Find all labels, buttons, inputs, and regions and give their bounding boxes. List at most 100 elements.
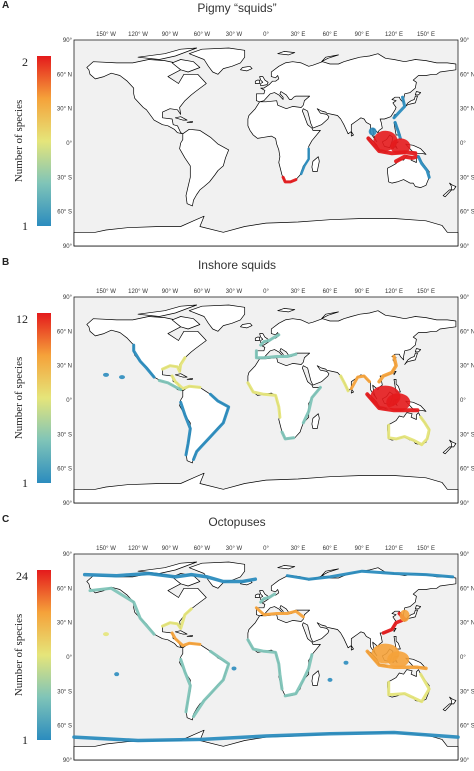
land-arctic-isles [137, 304, 198, 317]
colorbar-min-label: 1 [22, 476, 28, 490]
land-great-britain [259, 76, 269, 87]
land-cuba [174, 116, 188, 121]
longitude-label: 90° W [162, 546, 179, 552]
latitude-label-right: 60° S [460, 467, 474, 473]
longitude-label: 90° E [355, 289, 370, 295]
occurrence-patch [103, 372, 109, 377]
land-sri-lanka [350, 131, 354, 137]
species-occurrence [281, 95, 431, 184]
longitude-label: 150° W [96, 32, 116, 38]
colorbar-max-label: 12 [16, 312, 28, 326]
longitude-label: 120° E [385, 32, 403, 38]
land-new-guinea [405, 400, 427, 412]
longitude-label: 60° W [194, 289, 211, 295]
occurrence-patch [343, 660, 349, 665]
latitude-label-right: 30° S [460, 689, 474, 695]
land-sri-lanka [350, 645, 354, 651]
land-svalbard [277, 308, 296, 313]
latitude-label-left: 90° [63, 758, 73, 764]
land-afro-eurasia [247, 310, 457, 440]
land-new-zealand-north [449, 696, 457, 705]
latitude-label-right: 30° N [460, 621, 474, 627]
latitude-label-right: 90° [460, 552, 470, 558]
land-new-guinea [405, 143, 427, 155]
longitude-label: 120° E [385, 289, 403, 295]
land-cuba [174, 373, 188, 378]
latitude-label-left: 0° [66, 141, 72, 147]
land-antarctica [73, 472, 459, 504]
occurrence-band [285, 569, 455, 581]
longitude-label: 90° E [355, 32, 370, 38]
latitude-label-right: 90° [460, 501, 470, 507]
land-novaya-zemlya [321, 311, 339, 320]
land-taiwan [393, 628, 397, 633]
land-afro-eurasia [247, 567, 457, 697]
panel-c: 24 1 Number of species 150° W 120° W 90° W 60°… [0, 514, 474, 771]
latitude-label-left: 30° N [57, 621, 72, 627]
latitude-label-right: 90° [460, 38, 470, 44]
occurrence-patch [386, 393, 411, 412]
latitude-label-left: 60° N [57, 586, 72, 592]
latitude-label-left: 30° N [57, 107, 72, 113]
occurrence-band [387, 423, 424, 447]
occurrence-band [366, 136, 418, 156]
species-occurrence [103, 333, 431, 461]
occurrence-band [392, 95, 407, 120]
occurrence-band [179, 400, 192, 457]
latitude-label-left: 60° S [57, 724, 72, 730]
land-philippines [393, 636, 401, 650]
land-iceland [240, 65, 253, 72]
land-hispaniola [186, 120, 193, 123]
occurrence-band [254, 606, 305, 619]
map-svg: 12 1 Number of species 150° W 120° W 90° W 60°… [13, 289, 474, 507]
land-iceland [240, 322, 253, 329]
land-madagascar [311, 670, 320, 686]
panel-title: Octopuses [208, 515, 266, 529]
land-afro-eurasia [247, 53, 457, 183]
panel-title: Inshore squids [197, 258, 277, 272]
longitude-label: 0° [263, 32, 269, 38]
occurrence-patch [114, 672, 120, 677]
occurrence-band [82, 571, 258, 584]
land-ireland [254, 593, 260, 598]
occurrence-band [419, 415, 431, 447]
colorbar-max-label: 2 [22, 55, 28, 69]
longitude-label: 150° E [417, 546, 435, 552]
longitude-label: 150° E [417, 289, 435, 295]
colorbar-title: Number of species [13, 357, 25, 439]
longitude-label: 150° E [417, 32, 435, 38]
longitude-label: 30° E [291, 32, 306, 38]
occurrence-patch [399, 609, 410, 622]
occurrence-patch [231, 666, 237, 671]
occurrence-band [283, 653, 314, 698]
occurrence-band [281, 175, 298, 184]
colorbar [37, 570, 51, 740]
occurrence-band [417, 155, 431, 179]
land-arctic-isles [137, 47, 198, 60]
latitude-label-left: 30° S [57, 432, 72, 438]
land-cuba [174, 630, 188, 635]
landmasses [73, 304, 459, 504]
occurrence-band [259, 592, 276, 604]
latitude-label-left: 90° [63, 501, 73, 507]
occurrence-band [170, 631, 202, 648]
land-greenland [188, 47, 246, 75]
colorbar-min-label: 1 [22, 733, 28, 747]
land-greenland [188, 304, 246, 332]
land-svalbard [277, 565, 296, 570]
occurrence-band [179, 657, 192, 714]
land-madagascar [311, 413, 320, 429]
latitude-label-right: 0° [460, 141, 466, 147]
land-hispaniola [186, 634, 193, 637]
land-north-america [86, 59, 207, 135]
land-hokkaido [414, 348, 422, 353]
latitude-label-left: 60° N [57, 72, 72, 78]
occurrence-band [88, 586, 156, 636]
longitude-label: 90° W [162, 289, 179, 295]
land-japan [404, 95, 418, 108]
occurrence-band [192, 649, 231, 718]
occurrence-patch [119, 375, 125, 380]
map-svg: 2 1 Number of species 150° W 120° W 90° W 60° … [13, 32, 474, 250]
longitude-label: 90° E [355, 546, 370, 552]
latitude-label-right: 60° S [460, 210, 474, 216]
